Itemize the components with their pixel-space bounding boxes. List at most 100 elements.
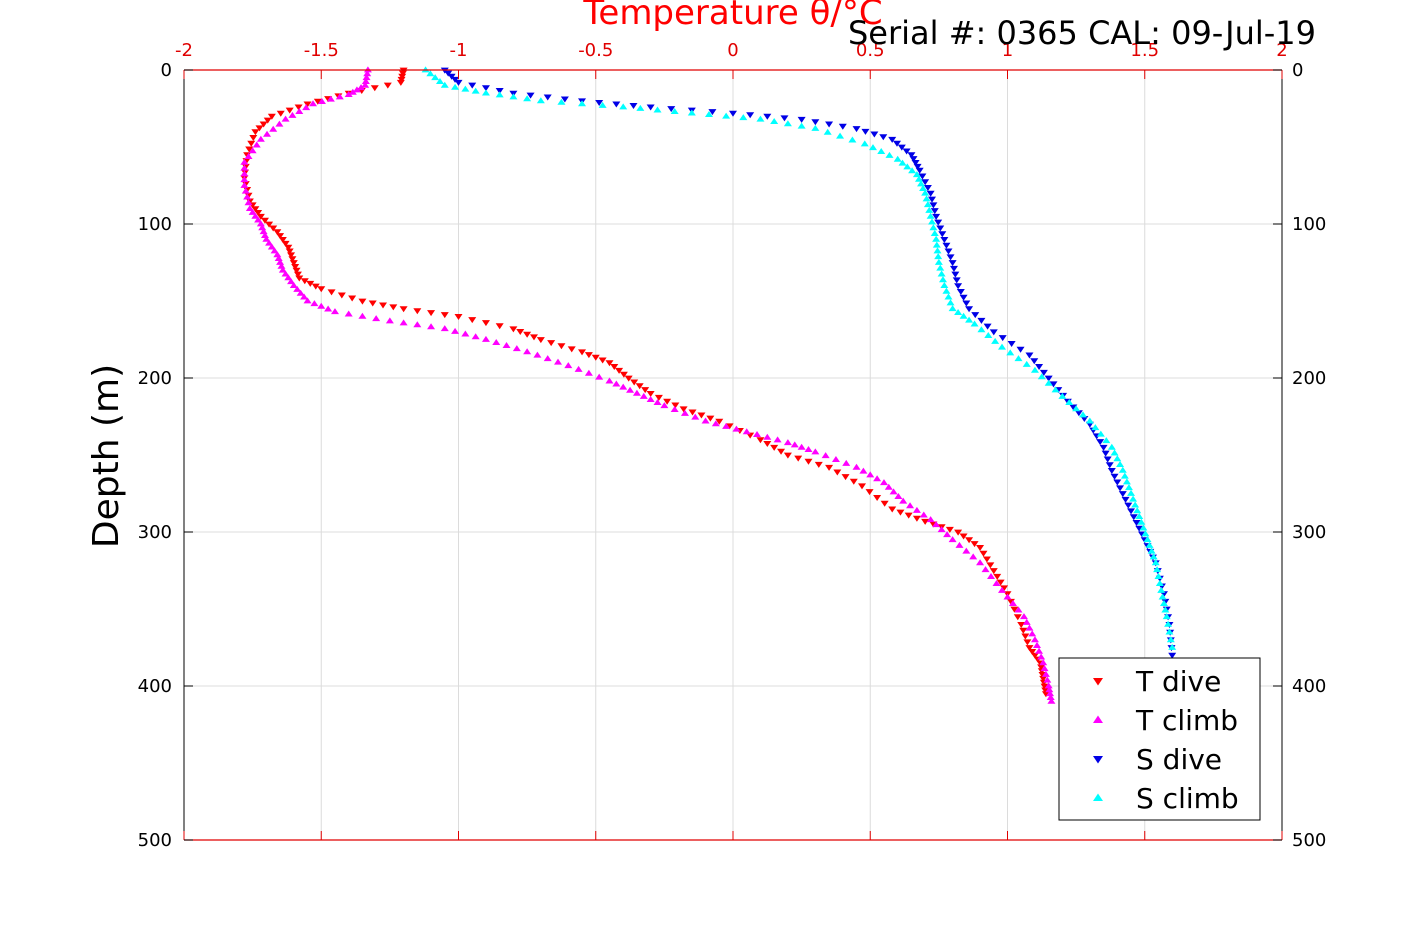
data-point (780, 115, 789, 122)
data-point (578, 349, 587, 356)
data-point (595, 99, 604, 106)
data-point (259, 228, 268, 235)
data-point (1049, 381, 1058, 388)
x-tick-label: 0.5 (856, 40, 885, 61)
data-point (715, 418, 724, 425)
y-axis-title: Depth (m) (86, 364, 127, 548)
data-point (859, 467, 868, 474)
data-point (797, 122, 806, 129)
data-point (1147, 547, 1156, 554)
data-point (273, 229, 282, 236)
data-point (926, 212, 935, 219)
data-point (902, 148, 911, 155)
data-point (888, 506, 897, 513)
series-t-dive (240, 67, 1050, 698)
data-point (363, 70, 372, 77)
data-point (1022, 618, 1031, 625)
data-point (265, 239, 274, 246)
data-point (907, 152, 916, 159)
data-point (254, 216, 263, 223)
data-point (276, 110, 285, 117)
data-point (1157, 586, 1166, 593)
data-point (300, 278, 309, 285)
data-point (1116, 485, 1125, 492)
data-point (263, 117, 272, 124)
data-point (921, 179, 930, 186)
data-point (811, 448, 820, 455)
data-point (653, 106, 662, 113)
data-point (976, 545, 985, 551)
data-point (296, 289, 305, 296)
data-point (481, 85, 490, 92)
data-point (884, 483, 893, 490)
data-point (344, 91, 353, 98)
data-point (660, 402, 669, 409)
data-point (937, 526, 946, 533)
data-point (255, 125, 264, 132)
data-point (986, 562, 995, 569)
data-point (688, 409, 697, 416)
data-point (413, 321, 422, 328)
data-point (276, 233, 285, 240)
data-point (337, 292, 346, 299)
legend-label: S dive (1136, 743, 1222, 776)
data-point (885, 151, 894, 158)
data-point (284, 244, 293, 251)
data-point (836, 132, 845, 139)
data-point (1120, 472, 1129, 479)
data-point (965, 306, 974, 313)
data-point (725, 423, 734, 430)
data-point (930, 230, 939, 237)
data-point (267, 113, 276, 120)
data-point (612, 380, 621, 387)
data-point (918, 173, 927, 180)
data-point (679, 406, 688, 413)
data-point (722, 112, 731, 119)
data-point (1159, 600, 1168, 607)
data-point (1037, 664, 1046, 671)
data-point (1168, 652, 1177, 659)
data-point (289, 282, 298, 288)
data-point (385, 317, 394, 324)
data-point (461, 85, 470, 92)
data-point (260, 217, 269, 224)
data-point (605, 377, 614, 384)
data-point (624, 375, 633, 382)
data-point (1016, 346, 1025, 353)
data-point (790, 441, 799, 448)
data-point (653, 399, 662, 406)
data-point (940, 282, 949, 288)
x-axis-title: Temperature θ/°C (582, 0, 882, 33)
data-point (278, 237, 287, 243)
data-point (858, 483, 867, 490)
data-point (932, 521, 941, 528)
data-point (605, 360, 614, 367)
legend-entries: T dive T climb S dive S climb (1093, 665, 1239, 815)
data-point (701, 417, 710, 424)
data-point (804, 446, 813, 453)
data-point (729, 110, 737, 117)
data-point (281, 240, 290, 247)
data-point (292, 267, 301, 274)
data-point (921, 518, 930, 525)
data-point (983, 323, 992, 330)
data-point (1118, 466, 1127, 473)
data-point (529, 334, 538, 341)
data-point (1165, 628, 1174, 635)
y-tick-label-left: 300 (138, 522, 172, 543)
data-point (993, 573, 1002, 580)
data-point (706, 415, 715, 422)
data-point (368, 300, 377, 307)
data-point (251, 206, 260, 213)
data-point (1110, 473, 1119, 480)
data-point (1161, 606, 1170, 613)
data-point (471, 333, 480, 340)
data-point (254, 210, 263, 217)
data-point (861, 128, 870, 135)
data-point (1025, 645, 1034, 652)
data-point (1058, 392, 1067, 399)
data-point (512, 345, 521, 352)
legend-marker (1093, 715, 1103, 723)
data-point (240, 164, 249, 171)
data-point (1124, 484, 1133, 491)
